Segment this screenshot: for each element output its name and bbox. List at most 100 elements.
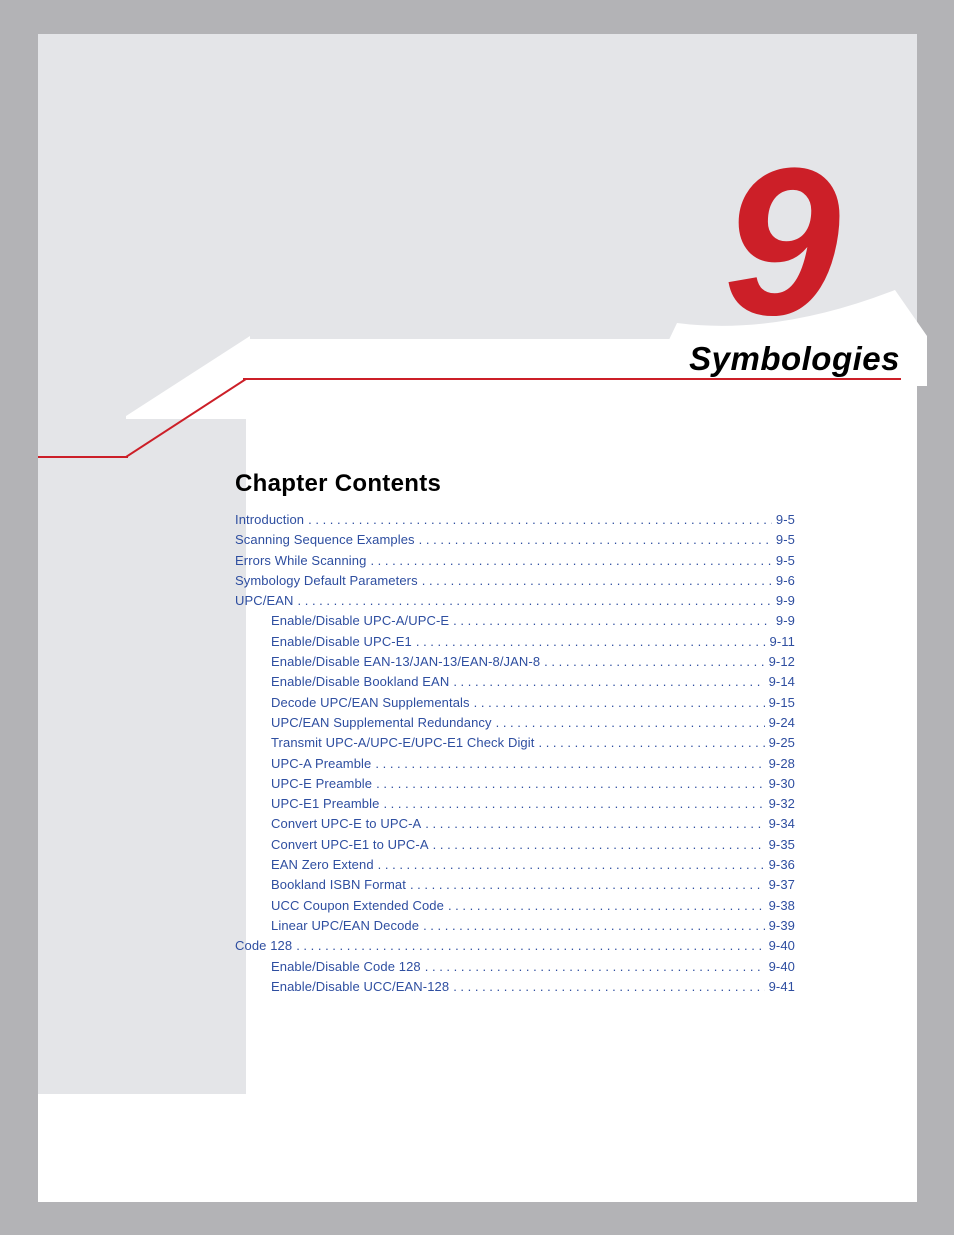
toc-entry-label: Code 128: [235, 936, 292, 956]
toc-entry-label: Enable/Disable UCC/EAN-128: [271, 977, 449, 997]
toc-entry[interactable]: Convert UPC-E1 to UPC-A 9-35: [235, 835, 795, 855]
toc-dot-leader: [376, 774, 764, 794]
chapter-title: Symbologies: [689, 340, 900, 378]
toc-entry-page: 9-25: [769, 733, 795, 753]
toc-entry-label: UCC Coupon Extended Code: [271, 896, 444, 916]
toc-entry-label: UPC/EAN Supplemental Redundancy: [271, 713, 492, 733]
toc-dot-leader: [383, 794, 764, 814]
toc-dot-leader: [544, 652, 764, 672]
toc-entry-label: Linear UPC/EAN Decode: [271, 916, 419, 936]
page: 9 Symbologies Chapter Contents Introduct…: [38, 34, 917, 1202]
contents-heading: Chapter Contents: [235, 470, 795, 498]
toc-entry-page: 9-24: [769, 713, 795, 733]
toc-dot-leader: [298, 591, 772, 611]
toc-entry[interactable]: Enable/Disable EAN-13/JAN-13/EAN-8/JAN-8…: [235, 652, 795, 672]
toc-entry-label: Enable/Disable EAN-13/JAN-13/EAN-8/JAN-8: [271, 652, 540, 672]
toc-entry-page: 9-41: [769, 977, 795, 997]
toc-entry[interactable]: EAN Zero Extend9-36: [235, 855, 795, 875]
toc-entry[interactable]: Transmit UPC-A/UPC-E/UPC-E1 Check Digit 9…: [235, 733, 795, 753]
toc-entry-label: Transmit UPC-A/UPC-E/UPC-E1 Check Digit: [271, 733, 534, 753]
toc-entry-page: 9-40: [769, 936, 795, 956]
toc-entry[interactable]: UCC Coupon Extended Code 9-38: [235, 896, 795, 916]
toc-entry-page: 9-11: [770, 632, 795, 652]
toc-entry-label: Convert UPC-E to UPC-A: [271, 814, 421, 834]
toc-entry[interactable]: Enable/Disable Code 128 9-40: [235, 957, 795, 977]
left-shade: [38, 339, 246, 1094]
toc-entry-page: 9-37: [769, 875, 795, 895]
toc-dot-leader: [378, 855, 765, 875]
toc-entry[interactable]: Introduction 9-5: [235, 510, 795, 530]
toc-entry[interactable]: Symbology Default Parameters 9-6: [235, 571, 795, 591]
toc-entry-page: 9-5: [776, 530, 795, 550]
toc-dot-leader: [419, 530, 772, 550]
toc-entry[interactable]: Bookland ISBN Format 9-37: [235, 875, 795, 895]
toc-dot-leader: [448, 896, 765, 916]
toc-entry-page: 9-15: [769, 693, 795, 713]
toc-entry-label: EAN Zero Extend: [271, 855, 374, 875]
toc-entry[interactable]: Errors While Scanning 9-5: [235, 551, 795, 571]
toc-entry[interactable]: UPC/EAN Supplemental Redundancy 9-24: [235, 713, 795, 733]
toc-entry-label: UPC-E1 Preamble: [271, 794, 379, 814]
toc-entry-label: Convert UPC-E1 to UPC-A: [271, 835, 429, 855]
toc-entry-page: 9-6: [776, 571, 795, 591]
toc-entry[interactable]: UPC/EAN9-9: [235, 591, 795, 611]
toc-entry[interactable]: Enable/Disable UPC-E1 9-11: [235, 632, 795, 652]
toc-dot-leader: [425, 814, 764, 834]
chapter-title-block: Symbologies: [38, 340, 920, 410]
toc-dot-leader: [496, 713, 765, 733]
toc-entry-label: UPC-A Preamble: [271, 754, 371, 774]
toc-entry-page: 9-39: [769, 916, 795, 936]
toc-entry-label: Enable/Disable Code 128: [271, 957, 421, 977]
toc-dot-leader: [433, 835, 765, 855]
toc-entry-label: Enable/Disable Bookland EAN: [271, 672, 449, 692]
toc-dot-leader: [453, 611, 772, 631]
toc-entry[interactable]: Convert UPC-E to UPC-A 9-34: [235, 814, 795, 834]
toc-dot-leader: [410, 875, 765, 895]
toc-entry-label: Decode UPC/EAN Supplementals: [271, 693, 470, 713]
toc-dot-leader: [453, 977, 764, 997]
toc-dot-leader: [474, 693, 765, 713]
toc-entry[interactable]: Code 128 9-40: [235, 936, 795, 956]
toc-dot-leader: [423, 916, 765, 936]
toc-entry-page: 9-34: [769, 814, 795, 834]
toc-entry[interactable]: Decode UPC/EAN Supplementals 9-15: [235, 693, 795, 713]
toc-entry-label: Scanning Sequence Examples: [235, 530, 415, 550]
toc-entry-page: 9-35: [769, 835, 795, 855]
toc-entry[interactable]: Linear UPC/EAN Decode 9-39: [235, 916, 795, 936]
toc-entry-page: 9-5: [776, 551, 795, 571]
toc-dot-leader: [296, 936, 764, 956]
toc-dot-leader: [422, 571, 772, 591]
toc-entry-page: 9-9: [776, 611, 795, 631]
toc-entry-label: Enable/Disable UPC-A/UPC-E: [271, 611, 449, 631]
toc-entry[interactable]: Enable/Disable Bookland EAN 9-14: [235, 672, 795, 692]
toc-entry[interactable]: UPC-A Preamble 9-28: [235, 754, 795, 774]
toc-dot-leader: [453, 672, 764, 692]
chapter-contents: Chapter Contents Introduction9-5Scanning…: [235, 470, 795, 997]
toc-entry-label: Enable/Disable UPC-E1: [271, 632, 412, 652]
toc-entry-label: Symbology Default Parameters: [235, 571, 418, 591]
toc-entry-page: 9-28: [769, 754, 795, 774]
title-left-rule: [38, 456, 128, 458]
toc-entry[interactable]: UPC-E Preamble 9-30: [235, 774, 795, 794]
toc-entry[interactable]: Scanning Sequence Examples 9-5: [235, 530, 795, 550]
toc-entry-page: 9-32: [769, 794, 795, 814]
toc-list: Introduction9-5Scanning Sequence Example…: [235, 510, 795, 997]
toc-dot-leader: [416, 632, 766, 652]
title-underline: [243, 378, 901, 380]
toc-entry[interactable]: Enable/Disable UPC-A/UPC-E 9-9: [235, 611, 795, 631]
toc-entry-page: 9-30: [769, 774, 795, 794]
toc-entry[interactable]: Enable/Disable UCC/EAN-128 9-41: [235, 977, 795, 997]
toc-entry-label: Bookland ISBN Format: [271, 875, 406, 895]
toc-entry[interactable]: UPC-E1 Preamble 9-32: [235, 794, 795, 814]
toc-entry-page: 9-40: [769, 957, 795, 977]
toc-entry-label: UPC-E Preamble: [271, 774, 372, 794]
header-shade: [38, 34, 917, 339]
toc-entry-page: 9-5: [776, 510, 795, 530]
toc-dot-leader: [538, 733, 764, 753]
toc-entry-label: Errors While Scanning: [235, 551, 366, 571]
toc-entry-label: Introduction: [235, 510, 304, 530]
toc-entry-page: 9-12: [769, 652, 795, 672]
toc-entry-page: 9-38: [769, 896, 795, 916]
toc-entry-page: 9-14: [769, 672, 795, 692]
toc-dot-leader: [425, 957, 765, 977]
